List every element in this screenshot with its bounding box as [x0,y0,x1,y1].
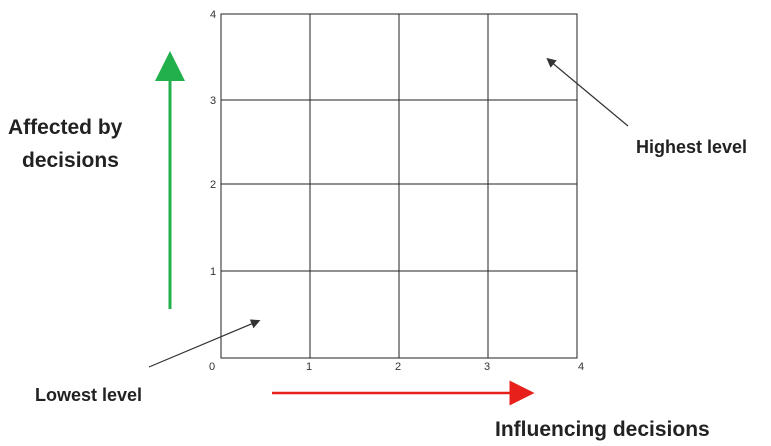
x-tick-1: 1 [306,361,312,373]
grid [220,13,578,359]
x-tick-3: 3 [484,361,490,373]
y-tick-2: 2 [210,179,216,191]
x-axis-label: Influencing decisions [495,418,710,441]
lowest-level-label: Lowest level [35,385,142,405]
y-axis-ticks: 4 3 2 1 [210,9,216,278]
highest-level-label: Highest level [636,137,747,157]
lowest-level-pointer [148,319,261,368]
x-tick-0: 0 [209,361,215,373]
y-tick-1: 1 [210,266,216,278]
x-axis-ticks: 0 1 2 3 4 [209,361,584,373]
x-tick-4: 4 [578,361,584,373]
x-tick-2: 2 [395,361,401,373]
y-axis-label-line-1: Affected by [8,116,123,139]
highest-level-pointer [546,57,629,127]
y-axis-label-line-2: decisions [22,149,119,172]
y-tick-4: 4 [210,9,216,21]
y-tick-3: 3 [210,95,216,107]
